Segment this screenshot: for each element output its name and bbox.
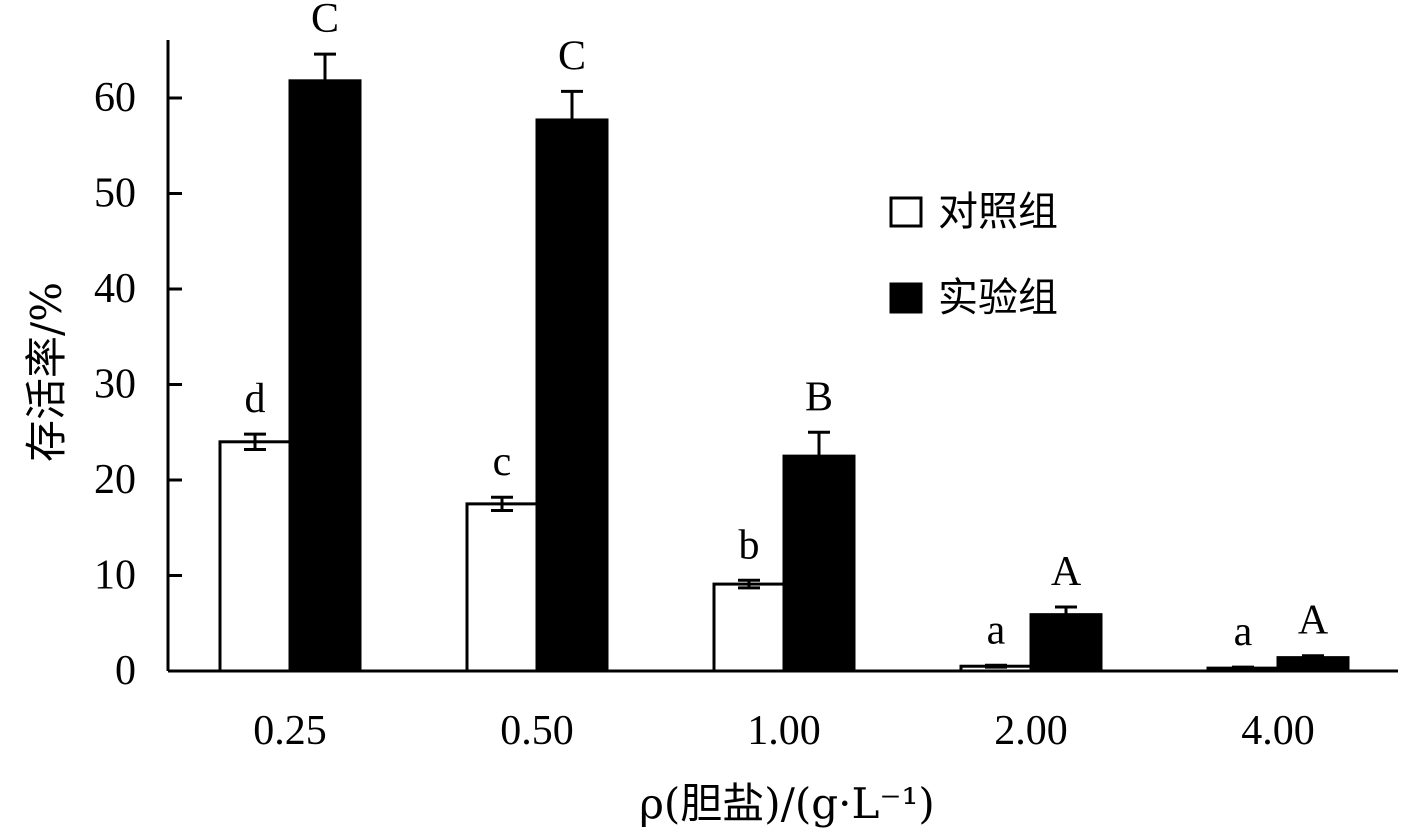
- significance-label: d: [245, 376, 266, 422]
- legend-swatch: [889, 282, 923, 314]
- x-axis: 0.25 0.50 1.00 2.00 4.00: [168, 669, 1398, 754]
- bar-control: [465, 502, 539, 673]
- x-tick-label: 1.00: [747, 708, 821, 754]
- y-tick-label: 60: [94, 75, 136, 121]
- y-axis-label: 存活率/%: [22, 282, 71, 462]
- y-tick-label: 40: [94, 266, 136, 312]
- x-tick-label: 2.00: [994, 708, 1068, 754]
- significance-label: C: [558, 33, 586, 79]
- y-tick-label: 10: [94, 553, 136, 599]
- bar-experiment: [1276, 656, 1350, 673]
- significance-label: C: [311, 0, 339, 42]
- legend-label: 实验组: [938, 275, 1058, 321]
- x-tick-label: 0.25: [253, 708, 327, 754]
- legend-swatch: [889, 196, 923, 228]
- bar-experiment: [782, 454, 856, 673]
- significance-label: c: [493, 439, 512, 485]
- significance-label: A: [1298, 598, 1329, 644]
- x-tick-label: 4.00: [1241, 708, 1315, 754]
- x-tick-label: 0.50: [500, 708, 574, 754]
- significance-label: a: [987, 607, 1006, 653]
- significance-label: A: [1051, 549, 1082, 595]
- y-tick-label: 30: [94, 362, 136, 408]
- significance-label: B: [805, 374, 833, 420]
- y-tick-label: 0: [115, 648, 136, 694]
- y-tick-label: 50: [94, 171, 136, 217]
- x-axis-label: ρ(胆盐)/(g·L⁻¹): [639, 779, 935, 828]
- bar-experiment: [1029, 613, 1103, 673]
- bar-control: [712, 582, 786, 673]
- bar-control: [218, 440, 292, 673]
- significance-label: a: [1234, 609, 1253, 655]
- y-tick-label: 20: [94, 457, 136, 503]
- significance-label: b: [739, 522, 760, 568]
- legend-label: 对照组: [938, 189, 1058, 235]
- bar-experiment: [288, 79, 362, 673]
- y-axis: 0 10 20 30 40 50 60: [94, 40, 182, 694]
- bar-experiment: [535, 118, 609, 673]
